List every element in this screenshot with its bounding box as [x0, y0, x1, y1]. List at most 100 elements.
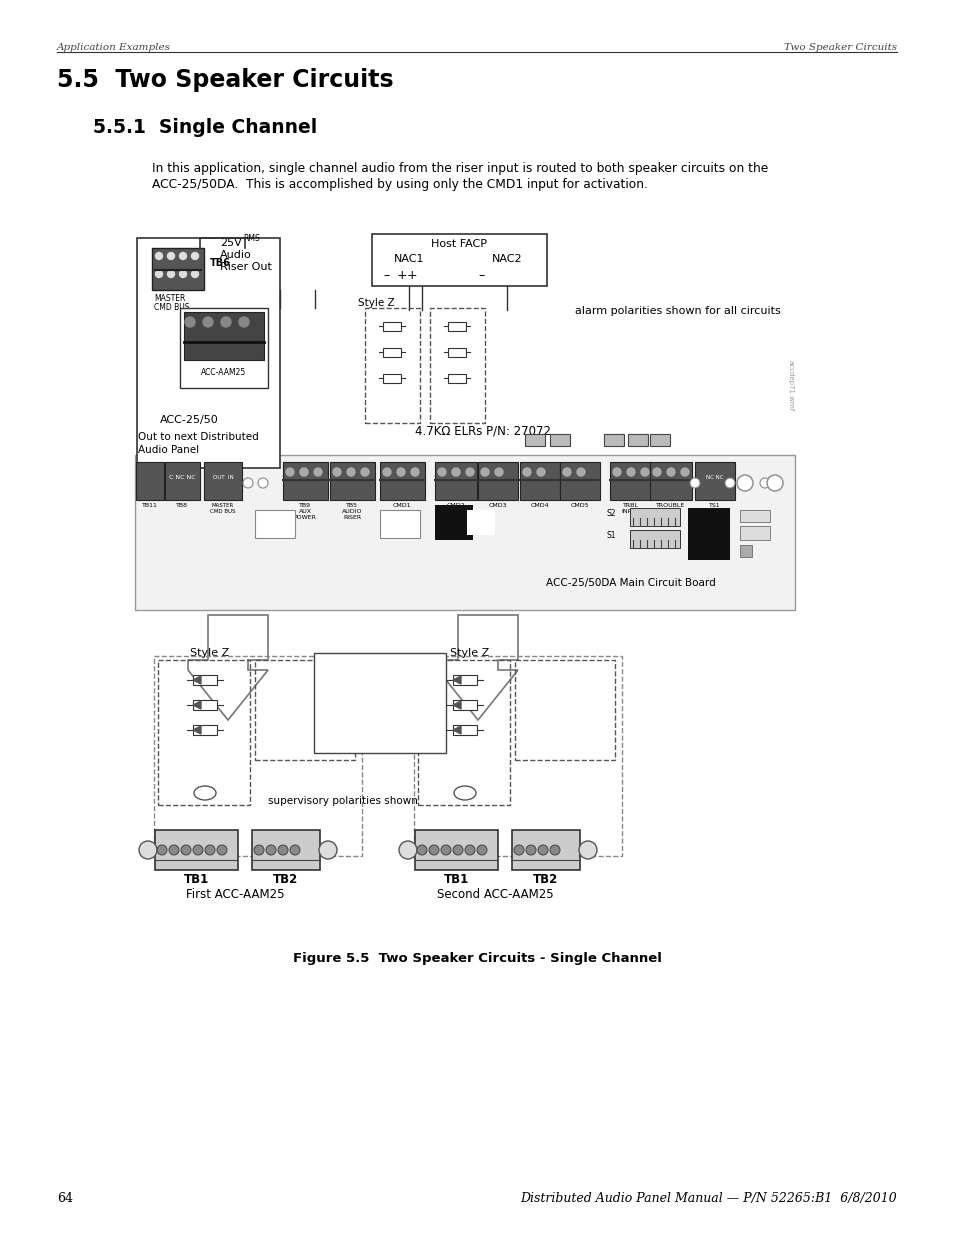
Text: + – +: + – +	[536, 834, 556, 840]
Text: TS1: TS1	[708, 503, 720, 508]
Text: TB8: TB8	[175, 503, 188, 508]
Bar	[695, 462, 734, 500]
Bar	[415, 830, 497, 869]
Bar	[379, 462, 424, 500]
Bar	[550, 433, 569, 446]
Text: TB11: TB11	[142, 503, 158, 508]
Circle shape	[537, 468, 544, 475]
Bar	[193, 676, 216, 685]
Text: 1 2 3 4 5 6: 1 2 3 4 5 6	[172, 862, 221, 871]
Text: Application Examples: Application Examples	[57, 43, 171, 52]
Bar	[629, 508, 679, 526]
Text: MASTER
CMD BUS: MASTER CMD BUS	[210, 503, 235, 514]
Bar	[379, 510, 419, 538]
Circle shape	[382, 468, 391, 475]
Circle shape	[290, 845, 299, 855]
Bar	[153, 656, 361, 856]
Circle shape	[495, 468, 502, 475]
Text: Host FACP: Host FACP	[431, 240, 486, 249]
Circle shape	[480, 468, 489, 475]
Bar	[649, 433, 669, 446]
Polygon shape	[188, 615, 268, 720]
Polygon shape	[453, 701, 460, 709]
Bar	[524, 433, 544, 446]
Circle shape	[257, 478, 268, 488]
Bar	[382, 322, 400, 331]
Circle shape	[626, 468, 635, 475]
Circle shape	[216, 845, 227, 855]
Bar	[559, 462, 599, 500]
Text: Audio: Audio	[220, 249, 252, 261]
Bar	[154, 830, 237, 869]
Bar	[609, 462, 651, 500]
Circle shape	[680, 468, 688, 475]
Circle shape	[724, 478, 734, 488]
Circle shape	[221, 317, 231, 327]
Circle shape	[689, 478, 700, 488]
Bar	[467, 510, 495, 535]
Bar	[372, 233, 546, 287]
Text: TB9
AUX
POWER: TB9 AUX POWER	[294, 503, 316, 520]
Text: Audio Panel: Audio Panel	[138, 445, 199, 454]
Text: Style Z: Style Z	[190, 648, 229, 658]
Polygon shape	[453, 726, 460, 734]
Text: 5.5.1  Single Channel: 5.5.1 Single Channel	[92, 119, 317, 137]
Text: ON: ON	[650, 532, 659, 537]
Text: TROUBLE
RELAY: TROUBLE RELAY	[656, 503, 685, 514]
Text: 1 2 3 4: 1 2 3 4	[270, 862, 301, 871]
Bar	[365, 308, 419, 424]
Text: Two Speaker Circuits: Two Speaker Circuits	[783, 43, 896, 52]
Bar	[448, 374, 465, 383]
Text: In this application, single channel audio from the riser input is routed to both: In this application, single channel audi…	[152, 162, 767, 175]
Text: TB1: TB1	[444, 873, 469, 885]
Text: Style Z: Style Z	[357, 298, 395, 308]
Bar	[519, 462, 559, 500]
Circle shape	[299, 468, 308, 475]
Bar	[448, 348, 465, 357]
Bar	[603, 433, 623, 446]
Bar	[453, 700, 476, 710]
Text: ACC-AAM25: ACC-AAM25	[201, 368, 247, 377]
Circle shape	[139, 841, 157, 860]
Circle shape	[437, 468, 446, 475]
Circle shape	[155, 270, 162, 278]
Text: +: +	[396, 269, 407, 282]
Text: CMD5: CMD5	[570, 503, 589, 508]
Text: NAC1: NAC1	[394, 254, 424, 264]
Text: 4.7KΩ ELRs P/N: 27072: 4.7KΩ ELRs P/N: 27072	[415, 424, 551, 437]
Text: + – +: + – +	[275, 834, 295, 840]
Text: C NC NC: C NC NC	[169, 475, 195, 480]
Bar	[430, 308, 484, 424]
Bar	[627, 433, 647, 446]
Text: TB1: TB1	[184, 873, 210, 885]
Bar	[180, 308, 268, 388]
Circle shape	[652, 468, 660, 475]
Circle shape	[185, 317, 194, 327]
Circle shape	[157, 845, 167, 855]
Text: supervisory polarities shown: supervisory polarities shown	[268, 797, 417, 806]
Bar	[314, 653, 446, 753]
Bar	[453, 676, 476, 685]
Text: Note:: Note:	[318, 659, 353, 669]
Text: Style Z: Style Z	[450, 648, 489, 658]
Text: CMD BUS: CMD BUS	[153, 303, 190, 312]
Circle shape	[396, 468, 405, 475]
Bar	[435, 462, 476, 500]
Polygon shape	[437, 615, 517, 720]
Text: NAC2: NAC2	[491, 254, 521, 264]
Circle shape	[253, 845, 264, 855]
Circle shape	[578, 841, 597, 860]
Bar	[740, 526, 769, 540]
Bar	[193, 700, 216, 710]
Text: 25V: 25V	[220, 238, 241, 248]
Circle shape	[537, 845, 547, 855]
Circle shape	[181, 845, 191, 855]
Circle shape	[179, 270, 186, 278]
Text: ACC-25/50DA.  This is accomplished by using only the CMD1 input for activation.: ACC-25/50DA. This is accomplished by usi…	[152, 178, 647, 191]
Circle shape	[347, 468, 355, 475]
Text: Second ACC-AAM25: Second ACC-AAM25	[436, 888, 553, 902]
Bar	[254, 659, 355, 760]
Bar	[382, 348, 400, 357]
Bar	[204, 462, 242, 500]
Circle shape	[525, 845, 536, 855]
